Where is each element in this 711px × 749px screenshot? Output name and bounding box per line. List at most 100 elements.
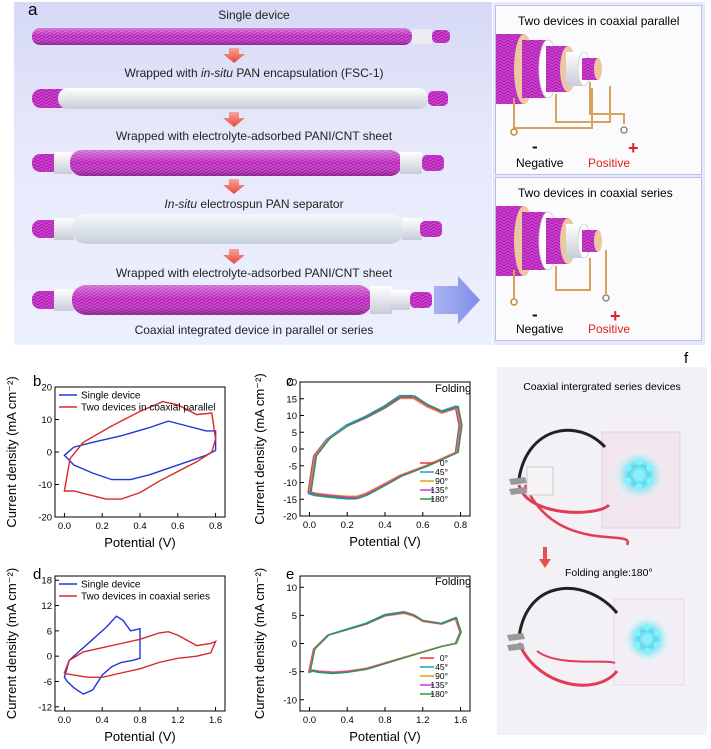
- x-axis-label: Potential (V): [104, 729, 176, 744]
- step-arrow-2: [223, 112, 245, 127]
- y-tick-label: -10: [283, 695, 297, 706]
- y-tick-label: 10: [41, 415, 52, 426]
- step-5-caption: Wrapped with electrolyte-adsorbed PANI/C…: [115, 266, 393, 280]
- x-tick-label: 0.2: [96, 521, 109, 532]
- legend-label: 135°: [430, 680, 448, 690]
- y-tick-label: 5: [292, 611, 297, 622]
- step-arrow-4: [223, 249, 245, 264]
- x-axis-label: Potential (V): [349, 534, 421, 549]
- y-tick-label: 0: [292, 445, 297, 456]
- y-tick-label: -12: [38, 702, 52, 713]
- legend-label: 180°: [430, 689, 448, 699]
- legend-label: Two devices in coaxial parallel: [81, 403, 216, 414]
- legend-label: 45°: [435, 662, 448, 672]
- wrapped-sheet-fiber: [32, 150, 444, 176]
- y-tick-label: 0: [47, 652, 52, 663]
- panel-a-connection-schemes: Two devices in coaxial parallel - + Nega…: [493, 2, 705, 345]
- legend-label: 90°: [435, 476, 448, 486]
- y-axis-label: Current density (mA cm⁻²): [252, 373, 267, 524]
- parallel-box: Two devices in coaxial parallel - + Nega…: [495, 5, 702, 175]
- negative-label: Negative: [516, 322, 564, 336]
- x-axis-label: Potential (V): [349, 729, 421, 744]
- y-tick-label: 10: [286, 583, 297, 594]
- x-tick-label: 0.8: [454, 520, 467, 531]
- y-tick-label: 6: [47, 626, 52, 637]
- step-3-caption: Wrapped with electrolyte-adsorbed PANI/C…: [115, 129, 393, 143]
- x-tick-label: 0.6: [416, 520, 429, 531]
- step-4-caption: In-situ electrospun PAN separator: [164, 197, 344, 211]
- y-tick-label: 15: [286, 394, 297, 405]
- series-line: [63, 400, 217, 500]
- y-tick-label: -15: [283, 495, 297, 506]
- y-tick-label: -6: [44, 677, 52, 688]
- separator-fiber: [32, 214, 442, 244]
- x-tick-label: 0.0: [58, 521, 71, 532]
- y-tick-label: 0: [292, 639, 297, 650]
- step-arrow-1: [223, 48, 245, 63]
- panel-f-label: f: [684, 350, 689, 367]
- y-tick-label: -10: [38, 480, 52, 491]
- panel-e-label: e: [286, 566, 295, 583]
- panel-a-label: a: [28, 0, 38, 19]
- series-line: [309, 611, 462, 674]
- led-demo-photo-illustration: [507, 428, 685, 687]
- negative-label: Negative: [516, 156, 564, 170]
- legend-label: Two devices in coaxial series: [81, 592, 210, 603]
- chart-e: 0.0 0.4 0.8 1.2 1.6 -10 -5 0 5 10 Potential (V) Cur…: [252, 568, 471, 744]
- series-line: [63, 630, 217, 678]
- series-title: Two devices in coaxial series: [518, 186, 673, 200]
- minus-sign: -: [532, 137, 538, 156]
- legend-label: 135°: [430, 485, 448, 495]
- y-tick-label: 5: [292, 428, 297, 439]
- y-axis-label: Current density (mA cm⁻²): [4, 568, 19, 719]
- y-tick-label: -5: [289, 461, 297, 472]
- plus-sign: +: [628, 138, 639, 158]
- panel-b-label: b: [33, 373, 42, 390]
- x-tick-label: 0.2: [341, 520, 354, 531]
- y-tick-label: -20: [283, 512, 297, 523]
- x-tick-label: 1.6: [454, 715, 467, 726]
- legend-label: Single device: [81, 580, 141, 591]
- panel-f-title: Coaxial intergrated series devices: [523, 381, 681, 393]
- panel-a-schematic: a Single device Wrapped with in-situ PAN…: [14, 0, 492, 345]
- x-tick-label: 0.8: [378, 715, 391, 726]
- legend-label: Single device: [81, 391, 141, 402]
- parallel-cross-section-illustration: - +: [496, 34, 639, 158]
- x-tick-label: 0.4: [378, 520, 391, 531]
- legend-label: 90°: [435, 671, 448, 681]
- series-line: [63, 615, 141, 695]
- step-2-caption: Wrapped with in-situ PAN encapsulation (…: [124, 66, 384, 80]
- x-tick-label: 0.4: [133, 521, 146, 532]
- single-device-fiber: [32, 28, 450, 45]
- x-tick-label: 0.0: [303, 520, 316, 531]
- x-tick-label: 0.4: [96, 715, 109, 726]
- x-tick-label: 0.0: [58, 715, 71, 726]
- y-tick-label: 18: [41, 576, 52, 587]
- positive-label: Positive: [588, 156, 631, 170]
- panel-f-photo: Coaxial intergrated series devices: [497, 367, 707, 735]
- legend-label: 0°: [440, 653, 448, 663]
- panel-f-caption: Folding angle:180°: [565, 567, 653, 579]
- positive-label: Positive: [588, 322, 631, 336]
- legend-label: 45°: [435, 467, 448, 477]
- series-box: Two devices in coaxial series - + Negati…: [495, 177, 702, 341]
- x-tick-label: 1.6: [209, 715, 222, 726]
- x-tick-label: 0.8: [133, 715, 146, 726]
- encapsulated-device-fiber: [32, 88, 448, 109]
- y-tick-label: 12: [41, 601, 52, 612]
- chart-b: 0.0 0.2 0.4 0.6 0.8 -20 -10 0 10 20 Potential (V) C…: [4, 376, 226, 550]
- y-tick-label: -10: [283, 478, 297, 489]
- x-axis-label: Potential (V): [104, 535, 176, 550]
- x-tick-label: 0.8: [209, 521, 222, 532]
- legend-label: 0°: [440, 458, 448, 468]
- step-arrow-3: [223, 179, 245, 194]
- series-line: [63, 420, 217, 481]
- series-cross-section-illustration: - +: [496, 206, 621, 326]
- x-tick-label: 0.4: [341, 715, 354, 726]
- parallel-title: Two devices in coaxial parallel: [518, 14, 680, 28]
- chart-c: 0.0 0.2 0.4 0.6 0.8 -20 -15 -10 -5 0 5 10 15 20 Potent…: [252, 373, 471, 549]
- x-tick-label: 1.2: [171, 715, 184, 726]
- panel-e-annotation: Folding: [435, 576, 472, 588]
- result-arrow: [434, 276, 480, 324]
- y-tick-label: 0: [47, 448, 52, 459]
